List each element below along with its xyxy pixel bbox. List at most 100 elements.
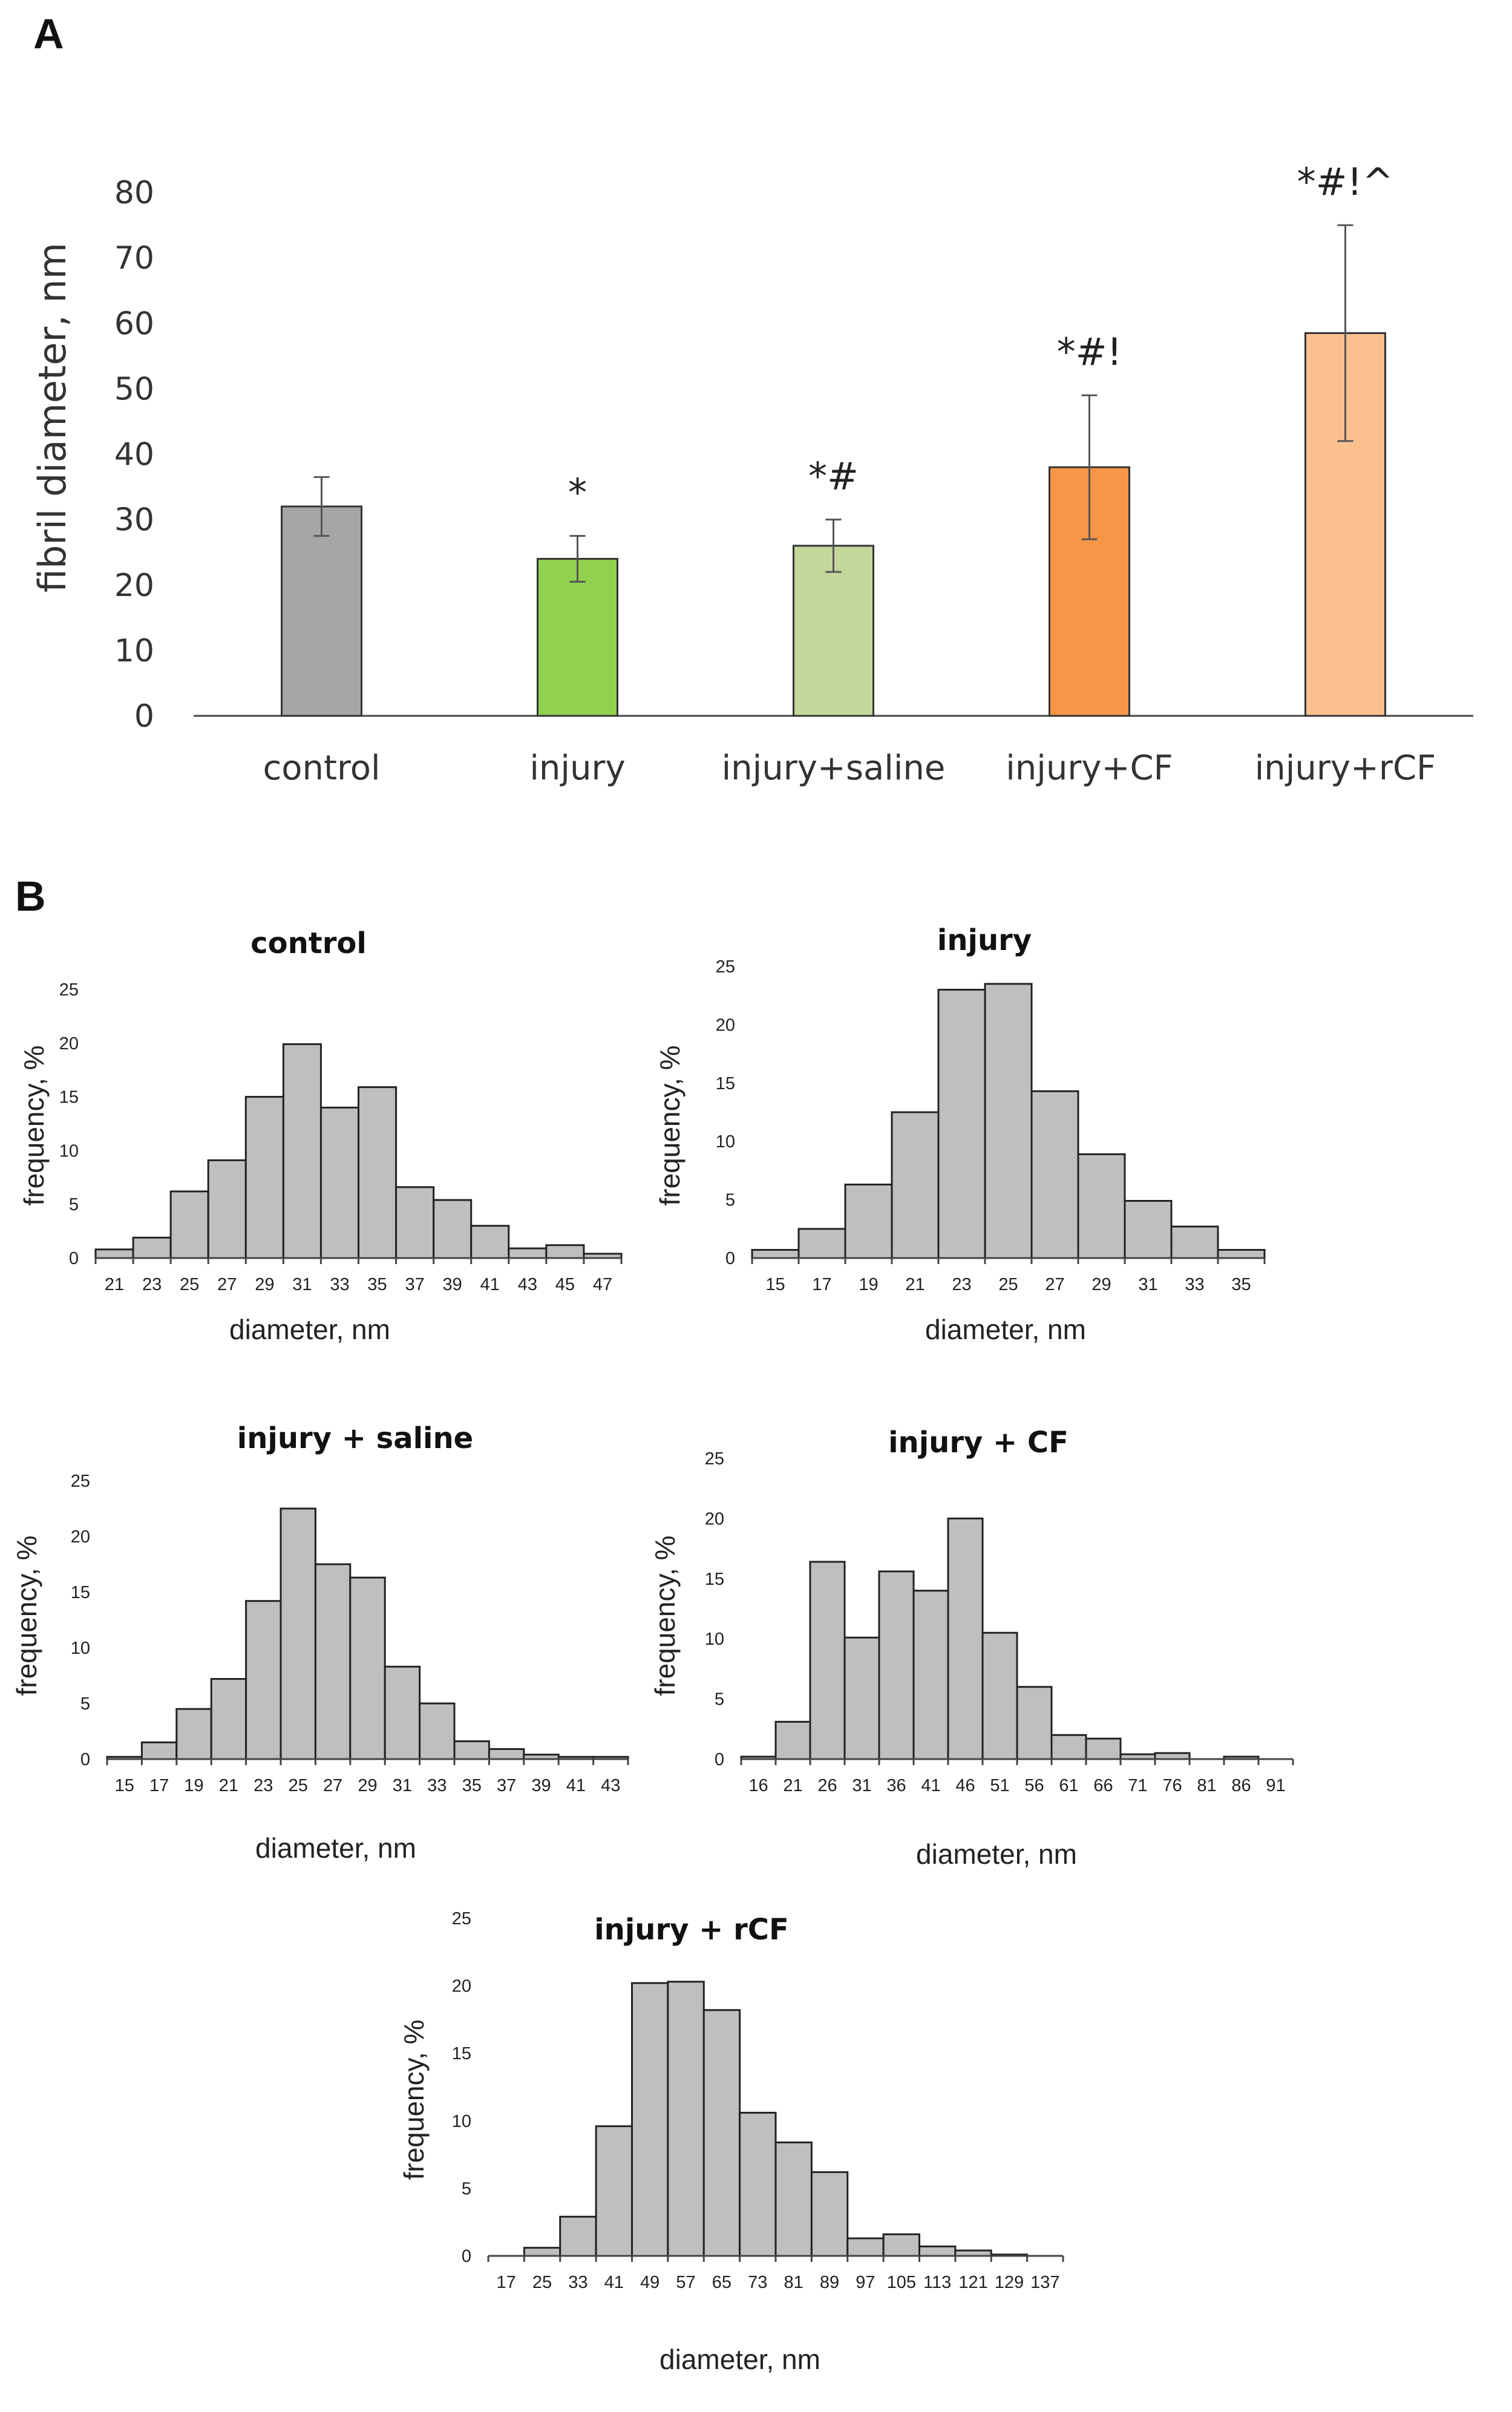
y-tick-label: 50 [114, 371, 154, 407]
x-tick-label: 27 [323, 1776, 342, 1795]
y-tick-label: 10 [59, 1141, 79, 1161]
y-tick-label: 20 [114, 568, 154, 604]
x-tick-label: 49 [640, 2273, 659, 2292]
histogram-bar [395, 1186, 435, 1259]
x-tick-label: 31 [292, 1275, 312, 1294]
histogram-bar [1170, 1225, 1219, 1259]
y-axis-label: frequency, % [398, 2019, 430, 2180]
y-tick-label: 5 [462, 2179, 471, 2198]
y-tick-label: 10 [716, 1132, 735, 1152]
x-tick-label: 17 [149, 1776, 169, 1795]
x-tick-label: 15 [765, 1275, 785, 1294]
histogram-bar [210, 1678, 247, 1760]
histogram-bar [488, 1748, 525, 1760]
histogram-bar [981, 1631, 1018, 1760]
x-tick-label: 29 [358, 1776, 377, 1795]
x-tick-label: 15 [115, 1776, 134, 1795]
x-tick-label: 36 [886, 1776, 906, 1795]
histogram-injury-rcf: injury + rCF 0 5 10 15 20 25 17 25 33 41 49 57 65 73 81… [398, 1909, 1064, 2375]
histogram-bar [523, 2247, 561, 2257]
x-tick-label: 25 [180, 1275, 199, 1294]
x-tick-label: 27 [1045, 1275, 1064, 1294]
histogram-bar [947, 1517, 984, 1760]
x-tick-label: 27 [217, 1275, 237, 1294]
histogram-bar [1077, 1153, 1126, 1259]
x-tick-label: 66 [1093, 1776, 1113, 1795]
x-tick-label: 37 [405, 1275, 424, 1294]
histogram-injury-saline: injury + saline 0 5 10 15 20 25 15 17 19 21 23 25 27 2… [11, 1421, 629, 1864]
x-tick-label: 35 [462, 1776, 482, 1795]
histogram-bar [667, 1981, 705, 2257]
x-tick-label: 17 [497, 2273, 516, 2292]
panel-b-letter: B [15, 873, 46, 920]
histogram-bar [175, 1708, 212, 1760]
y-tick-label: 60 [114, 306, 154, 342]
histogram-bar [843, 1636, 880, 1760]
y-tick-label: 0 [715, 1750, 724, 1769]
histogram-bar [207, 1159, 247, 1259]
y-axis-label: frequency, % [654, 1045, 686, 1205]
significance-marker: *# [808, 454, 859, 499]
histogram-bar [891, 1111, 940, 1259]
x-tick-label: 23 [142, 1275, 162, 1294]
y-tick-label: 5 [715, 1690, 724, 1709]
histogram-bar [984, 983, 1033, 1259]
histogram-bar [797, 1228, 846, 1259]
x-tick-label: 43 [518, 1275, 537, 1294]
histogram-bar [631, 1982, 669, 2257]
histogram-bar [545, 1244, 585, 1259]
histogram-bar [319, 1106, 360, 1259]
x-axis-label: diameter, nm [916, 1838, 1077, 1870]
histogram-bar [1050, 1734, 1087, 1760]
y-tick-label: 10 [705, 1630, 724, 1649]
y-tick-label: 20 [716, 1015, 735, 1035]
histogram-bar [918, 2245, 957, 2257]
x-tick-label: 29 [1091, 1275, 1111, 1294]
histogram-bar [559, 2215, 597, 2257]
y-axis-label: frequency, % [11, 1535, 42, 1696]
histogram-bar [595, 2125, 633, 2257]
y-tick-label: 10 [71, 1639, 90, 1658]
x-tick-label-control: control [263, 749, 380, 788]
y-tick-label: 20 [71, 1527, 90, 1547]
histogram-bar [1030, 1090, 1079, 1259]
y-tick-label: 40 [114, 437, 154, 473]
histogram-bar [280, 1507, 316, 1760]
x-tick-label: 33 [568, 2273, 587, 2292]
histogram-injury-cf: injury + CF 0 5 10 15 20 25 16 21 26 31 36 41 46 51 56 6… [649, 1426, 1294, 1870]
x-tick-label: 41 [921, 1776, 940, 1795]
panel-a-letter: A [33, 10, 64, 57]
histogram-bar [245, 1600, 282, 1760]
y-tick-label: 70 [114, 240, 154, 277]
x-tick-label-injury-saline: injury+saline [722, 749, 946, 788]
histogram-title: injury + saline [237, 1421, 473, 1455]
histogram-bar [169, 1190, 209, 1259]
y-axis-label: fibril diameter, nm [30, 243, 74, 592]
histogram-bar [1217, 1249, 1266, 1259]
x-tick-label: 23 [952, 1275, 971, 1294]
histogram-bar [314, 1563, 352, 1760]
histogram-bar [419, 1702, 456, 1760]
y-tick-label: 5 [80, 1694, 90, 1714]
y-tick-label: 25 [59, 980, 79, 1000]
x-tick-label: 41 [566, 1776, 586, 1795]
x-tick-label: 26 [817, 1776, 837, 1795]
x-tick-label: 23 [254, 1776, 273, 1795]
x-tick-label: 35 [367, 1275, 387, 1294]
y-tick-label: 25 [716, 957, 735, 977]
y-tick-label: 5 [69, 1195, 79, 1214]
histogram-bar [282, 1043, 322, 1259]
x-tick-label: 39 [531, 1776, 551, 1795]
x-tick-label: 56 [1024, 1776, 1044, 1795]
histogram-bar [508, 1247, 548, 1259]
bar-control [281, 505, 362, 717]
y-tick-label: 20 [59, 1034, 79, 1054]
x-tick-label: 43 [601, 1776, 620, 1795]
x-axis-label: diameter, nm [659, 2344, 820, 2375]
y-tick-label: 15 [716, 1074, 735, 1093]
y-tick-label: 25 [71, 1472, 90, 1491]
histogram-bar [739, 2111, 777, 2257]
y-tick-label: 0 [69, 1249, 79, 1268]
